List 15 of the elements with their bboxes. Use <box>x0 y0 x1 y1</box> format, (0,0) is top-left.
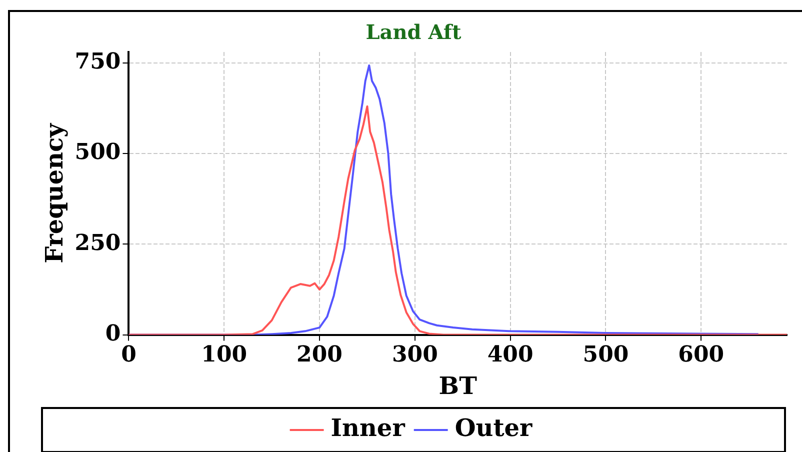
legend-label: Outer <box>454 413 533 442</box>
y-tick-label: 0 <box>105 320 121 347</box>
y-tick-label: 250 <box>74 230 121 256</box>
x-tick-label: 400 <box>487 342 534 368</box>
x-tick-label: 100 <box>201 342 248 368</box>
legend-label: Inner <box>330 413 406 442</box>
y-axis-title: Frequency <box>40 122 69 264</box>
x-axis-title: BT <box>438 370 478 400</box>
y-tick-label: 750 <box>74 48 121 75</box>
x-tick-label: 500 <box>582 342 629 368</box>
y-tick-label: 500 <box>74 139 121 166</box>
x-tick-label: 200 <box>296 342 342 368</box>
x-tick-label: 600 <box>678 342 724 368</box>
chart-title: Land Aft <box>366 20 462 44</box>
x-tick-label: 300 <box>392 342 438 368</box>
